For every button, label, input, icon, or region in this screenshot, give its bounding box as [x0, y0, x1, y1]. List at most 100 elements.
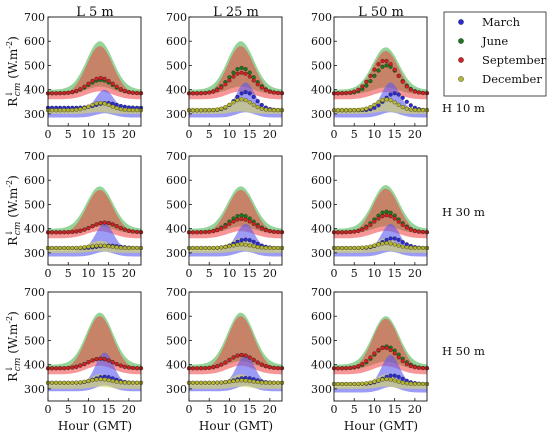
legend-label-december: December — [482, 72, 542, 86]
point-march — [396, 237, 401, 242]
point-december — [239, 242, 244, 247]
x-tick-label: 15 — [388, 403, 402, 416]
legend: March June September December — [443, 11, 547, 97]
point-september — [219, 85, 224, 90]
point-september — [211, 365, 216, 370]
y-tick-label: 600 — [166, 310, 187, 323]
point-september — [215, 88, 220, 93]
point-december — [231, 243, 236, 248]
y-tick-label: 300 — [311, 247, 332, 260]
x-tick-label: 5 — [65, 403, 72, 416]
point-december — [211, 380, 216, 385]
point-september — [86, 360, 91, 365]
point-december — [368, 105, 373, 110]
point-september — [372, 351, 377, 356]
point-december — [243, 98, 248, 103]
point-december — [118, 380, 123, 385]
y-tick-label: 400 — [166, 84, 187, 97]
point-september — [74, 88, 79, 93]
point-december — [412, 245, 417, 250]
point-december — [223, 105, 228, 110]
band-september — [48, 316, 141, 375]
point-september — [118, 226, 123, 231]
point-december — [364, 106, 369, 111]
point-september — [396, 219, 401, 224]
point-march — [400, 240, 405, 245]
point-september — [251, 357, 256, 362]
point-december — [376, 242, 381, 247]
point-september — [259, 226, 264, 231]
y-tick-label: 500 — [311, 198, 332, 211]
point-december — [388, 241, 393, 246]
point-december — [90, 102, 95, 107]
x-tick-label: 0 — [45, 403, 52, 416]
point-september — [62, 366, 67, 371]
point-december — [263, 107, 268, 112]
point-september — [392, 216, 397, 221]
point-december — [231, 379, 236, 384]
point-september — [416, 229, 421, 234]
y-tick-label: 600 — [311, 174, 332, 187]
point-december — [190, 108, 196, 113]
point-september — [340, 230, 345, 235]
point-june — [372, 73, 377, 78]
x-axis-label-col2: Hour (GMT) — [344, 419, 418, 433]
point-june — [376, 68, 381, 73]
point-september — [114, 224, 119, 229]
point-december — [211, 107, 216, 113]
x-tick-label: 0 — [186, 403, 193, 416]
point-september — [372, 67, 377, 72]
point-december — [404, 381, 409, 386]
point-september — [94, 357, 99, 362]
y-tick-label: 300 — [311, 108, 332, 121]
point-december — [134, 108, 140, 113]
point-march — [243, 237, 248, 242]
point-december — [263, 380, 268, 385]
point-december — [344, 108, 349, 113]
point-december — [396, 102, 401, 107]
point-september — [66, 90, 71, 95]
point-december — [78, 380, 83, 385]
x-tick-label: 0 — [45, 267, 52, 280]
point-september — [219, 226, 224, 231]
point-september — [271, 365, 276, 370]
point-december — [203, 108, 208, 113]
point-september — [223, 360, 228, 365]
point-march — [400, 376, 405, 381]
point-december — [356, 107, 361, 113]
point-september — [348, 365, 353, 370]
x-tick-label: 10 — [81, 267, 95, 280]
panel: 300 400 500 600 700 0 5 10 15 20 — [166, 150, 285, 280]
point-december — [190, 380, 196, 385]
x-tick-label: 10 — [367, 403, 381, 416]
point-september — [203, 230, 208, 235]
point-september — [420, 90, 426, 96]
point-december — [416, 245, 421, 251]
point-september — [247, 219, 252, 224]
point-september — [231, 74, 236, 79]
y-tick-label: 600 — [24, 35, 45, 48]
point-september — [348, 229, 353, 235]
point-december — [219, 380, 224, 385]
point-september — [90, 224, 95, 229]
point-september — [134, 229, 140, 234]
point-march — [396, 374, 401, 379]
point-december — [58, 245, 63, 251]
y-tick-label: 500 — [311, 334, 332, 347]
point-december — [235, 242, 240, 247]
point-december — [62, 380, 67, 385]
point-september — [130, 90, 135, 95]
point-september — [344, 90, 349, 96]
point-september — [263, 364, 268, 369]
point-december — [223, 380, 228, 385]
point-december — [219, 106, 224, 111]
y-tick-label: 500 — [166, 59, 187, 72]
axes-frame — [333, 16, 428, 127]
y-tick-label: 600 — [166, 35, 187, 48]
point-september — [388, 214, 393, 219]
point-december — [62, 108, 67, 113]
point-september — [275, 230, 281, 235]
point-march — [404, 99, 409, 104]
point-september — [255, 224, 260, 229]
point-september — [372, 219, 377, 224]
